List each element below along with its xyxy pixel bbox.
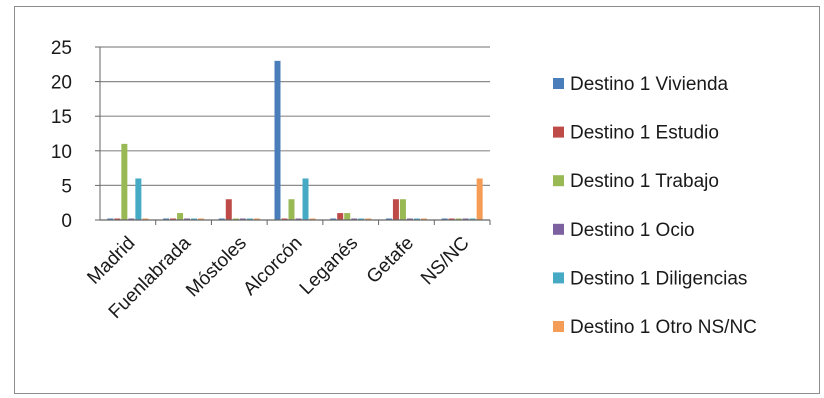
bar <box>295 218 302 220</box>
bar <box>163 218 170 220</box>
bar <box>309 218 316 220</box>
x-category-label: Leganés <box>296 233 362 299</box>
bar <box>281 218 288 220</box>
bars <box>107 60 483 221</box>
legend-swatch <box>553 272 564 284</box>
legend-swatch <box>553 126 564 138</box>
bar <box>198 218 205 220</box>
bar <box>121 143 128 220</box>
legend-entry-label: Destino 1 Trabajo <box>570 171 719 192</box>
x-category-label: NS/NC <box>417 233 474 290</box>
y-tick-label: 10 <box>51 142 72 163</box>
bar <box>107 218 114 220</box>
bar <box>337 213 344 220</box>
chart-frame <box>14 6 820 394</box>
bar <box>253 218 260 220</box>
legend-entry-label: Destino 1 Diligencias <box>570 268 747 289</box>
y-tick-label: 20 <box>51 73 72 94</box>
y-tick-label: 0 <box>61 211 72 232</box>
bar <box>135 178 142 220</box>
x-category-label: Alcorcón <box>239 233 306 300</box>
bar <box>455 218 462 220</box>
bar <box>476 178 483 220</box>
legend-entry-label: Destino 1 Estudio <box>570 123 719 144</box>
legend-swatch <box>553 321 564 332</box>
bar <box>288 199 295 220</box>
bar <box>406 218 413 220</box>
y-tick-label: 15 <box>51 107 72 128</box>
bar <box>177 213 184 220</box>
bar <box>420 218 427 220</box>
bar <box>218 218 225 220</box>
bar <box>330 218 337 220</box>
bar <box>365 218 372 220</box>
bar <box>441 218 448 220</box>
bar <box>448 218 455 220</box>
bar <box>413 218 420 220</box>
bar <box>351 218 358 220</box>
bar <box>399 199 406 220</box>
bar <box>392 199 399 220</box>
legend: Destino 1 Vivienda Destino 1 Estudio Desti… <box>553 74 757 338</box>
y-tick-label: 25 <box>51 38 72 59</box>
bar <box>225 199 232 220</box>
bar <box>239 218 246 220</box>
bar <box>344 213 351 220</box>
legend-swatch <box>553 78 564 89</box>
legend-swatch <box>553 175 564 187</box>
x-category-label: Móstoles <box>182 233 251 302</box>
legend-entry-label: Destino 1 Vivienda <box>570 74 729 95</box>
bar <box>302 178 309 220</box>
bar <box>462 218 469 220</box>
bar <box>114 218 121 220</box>
bar <box>184 218 191 220</box>
x-axis-labels: MadridFuenlabradaMóstolesAlcorcónLeganés… <box>83 232 473 323</box>
bar <box>385 218 392 220</box>
bar <box>274 60 281 221</box>
axes <box>99 47 491 225</box>
bar <box>469 218 476 220</box>
x-category-label: Madrid <box>83 233 139 289</box>
bar <box>246 218 253 220</box>
bar <box>232 218 239 220</box>
bar <box>170 218 177 220</box>
legend-swatch <box>553 223 564 235</box>
y-axis-ticks: 0 5 10 15 20 25 <box>51 38 100 232</box>
legend-entry-label: Destino 1 Ocio <box>570 220 695 241</box>
grid-lines <box>100 46 490 186</box>
x-category-label: Getafe <box>363 233 418 288</box>
legend-entry-label: Destino 1 Otro NS/NC <box>570 317 757 338</box>
bar <box>128 218 135 220</box>
bar <box>358 218 365 220</box>
bar <box>191 218 198 220</box>
bar <box>142 218 149 220</box>
y-tick-label: 5 <box>61 176 72 197</box>
